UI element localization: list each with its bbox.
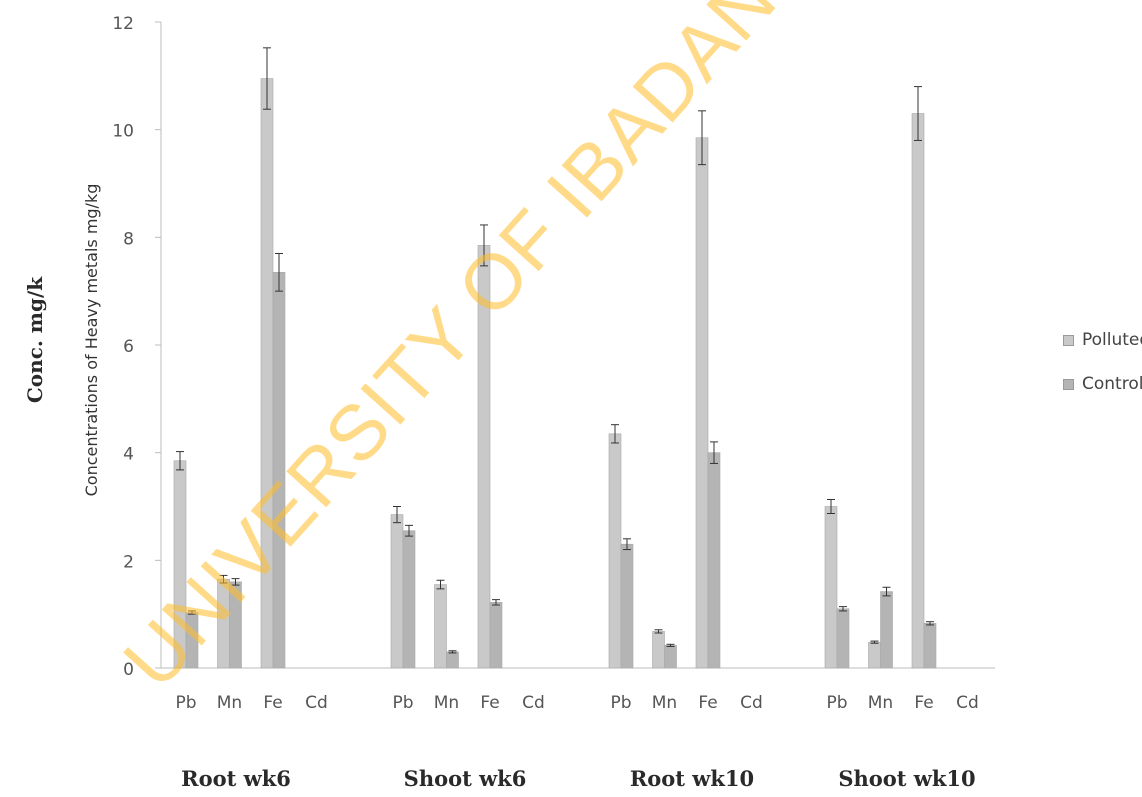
bar-root-wk6-fe-polluted <box>260 78 274 669</box>
legend-swatch-control <box>1063 378 1074 390</box>
y-tick-label-6: 6 <box>123 337 134 357</box>
x-tick-label-shoot-wk10-cd: Cd <box>956 693 979 713</box>
group-label-root-wk6: Root wk6 <box>181 766 291 791</box>
bar-shoot-wk6-mn-polluted <box>434 584 447 669</box>
y-axis-label: Concentrations of Heavy metals mg/kg <box>82 184 101 497</box>
bar-shoot-wk6-fe-control <box>489 602 503 669</box>
x-tick-label-shoot-wk6-cd: Cd <box>522 693 545 713</box>
bar-root-wk10-fe-control <box>707 452 721 669</box>
y-tick-label-0: 0 <box>123 660 134 680</box>
group-label-shoot-wk6: Shoot wk6 <box>403 766 527 791</box>
legend-item-control: Control <box>1063 374 1142 394</box>
x-tick-label-root-wk6-pb: Pb <box>175 693 196 713</box>
bar-root-wk10-pb-polluted <box>608 433 622 669</box>
x-tick-label-shoot-wk10-pb: Pb <box>826 693 847 713</box>
bar-shoot-wk6-mn-control <box>446 651 459 669</box>
y-tick-label-12: 12 <box>112 14 134 34</box>
bar-shoot-wk10-fe-control <box>923 623 937 669</box>
x-tick-label-shoot-wk10-fe: Fe <box>914 693 933 713</box>
bar-shoot-wk10-pb-control <box>836 608 850 669</box>
y-tick-label-4: 4 <box>123 445 134 465</box>
bar-shoot-wk10-mn-control <box>880 591 893 669</box>
x-tick-label-root-wk6-mn: Mn <box>217 693 242 713</box>
x-tick-label-shoot-wk6-fe: Fe <box>480 693 499 713</box>
outer-y-axis-label: Conc. mg/k <box>23 276 47 404</box>
bar-root-wk10-mn-control <box>664 645 677 669</box>
bar-root-wk6-mn-control <box>229 581 242 669</box>
bar-root-wk6-fe-control <box>272 272 286 669</box>
bar-root-wk6-pb-control <box>185 612 199 669</box>
legend-swatch-polluted <box>1063 334 1074 346</box>
y-tick-label-8: 8 <box>123 229 134 249</box>
bar-root-wk10-pb-control <box>620 543 634 669</box>
bar-shoot-wk6-fe-polluted <box>477 245 491 669</box>
bar-root-wk10-fe-polluted <box>695 137 709 669</box>
x-tick-label-root-wk10-fe: Fe <box>698 693 717 713</box>
bar-shoot-wk6-pb-control <box>402 530 416 669</box>
bar-root-wk6-pb-polluted <box>173 460 187 669</box>
bar-shoot-wk6-pb-polluted <box>390 514 404 669</box>
bar-shoot-wk10-mn-polluted <box>868 641 881 669</box>
bar-root-wk6-mn-polluted <box>217 578 230 669</box>
bar-shoot-wk10-fe-polluted <box>911 113 925 669</box>
legend-label-polluted: Polluted <box>1082 330 1142 350</box>
x-tick-label-root-wk10-mn: Mn <box>652 693 677 713</box>
x-tick-label-root-wk10-pb: Pb <box>610 693 631 713</box>
legend-label-control: Control <box>1082 374 1142 394</box>
bar-root-wk10-mn-polluted <box>652 631 665 669</box>
group-label-root-wk10: Root wk10 <box>629 766 755 791</box>
x-tick-label-shoot-wk6-pb: Pb <box>392 693 413 713</box>
x-tick-label-root-wk10-cd: Cd <box>740 693 763 713</box>
x-tick-label-root-wk6-fe: Fe <box>263 693 282 713</box>
x-tick-label-shoot-wk10-mn: Mn <box>868 693 893 713</box>
x-tick-label-root-wk6-cd: Cd <box>305 693 328 713</box>
y-tick-label-10: 10 <box>112 122 134 142</box>
bar-shoot-wk10-pb-polluted <box>824 506 838 669</box>
x-tick-label-shoot-wk6-mn: Mn <box>434 693 459 713</box>
legend-item-polluted: Polluted <box>1063 330 1142 350</box>
group-label-shoot-wk10: Shoot wk10 <box>838 766 976 791</box>
y-tick-label-2: 2 <box>123 552 134 572</box>
